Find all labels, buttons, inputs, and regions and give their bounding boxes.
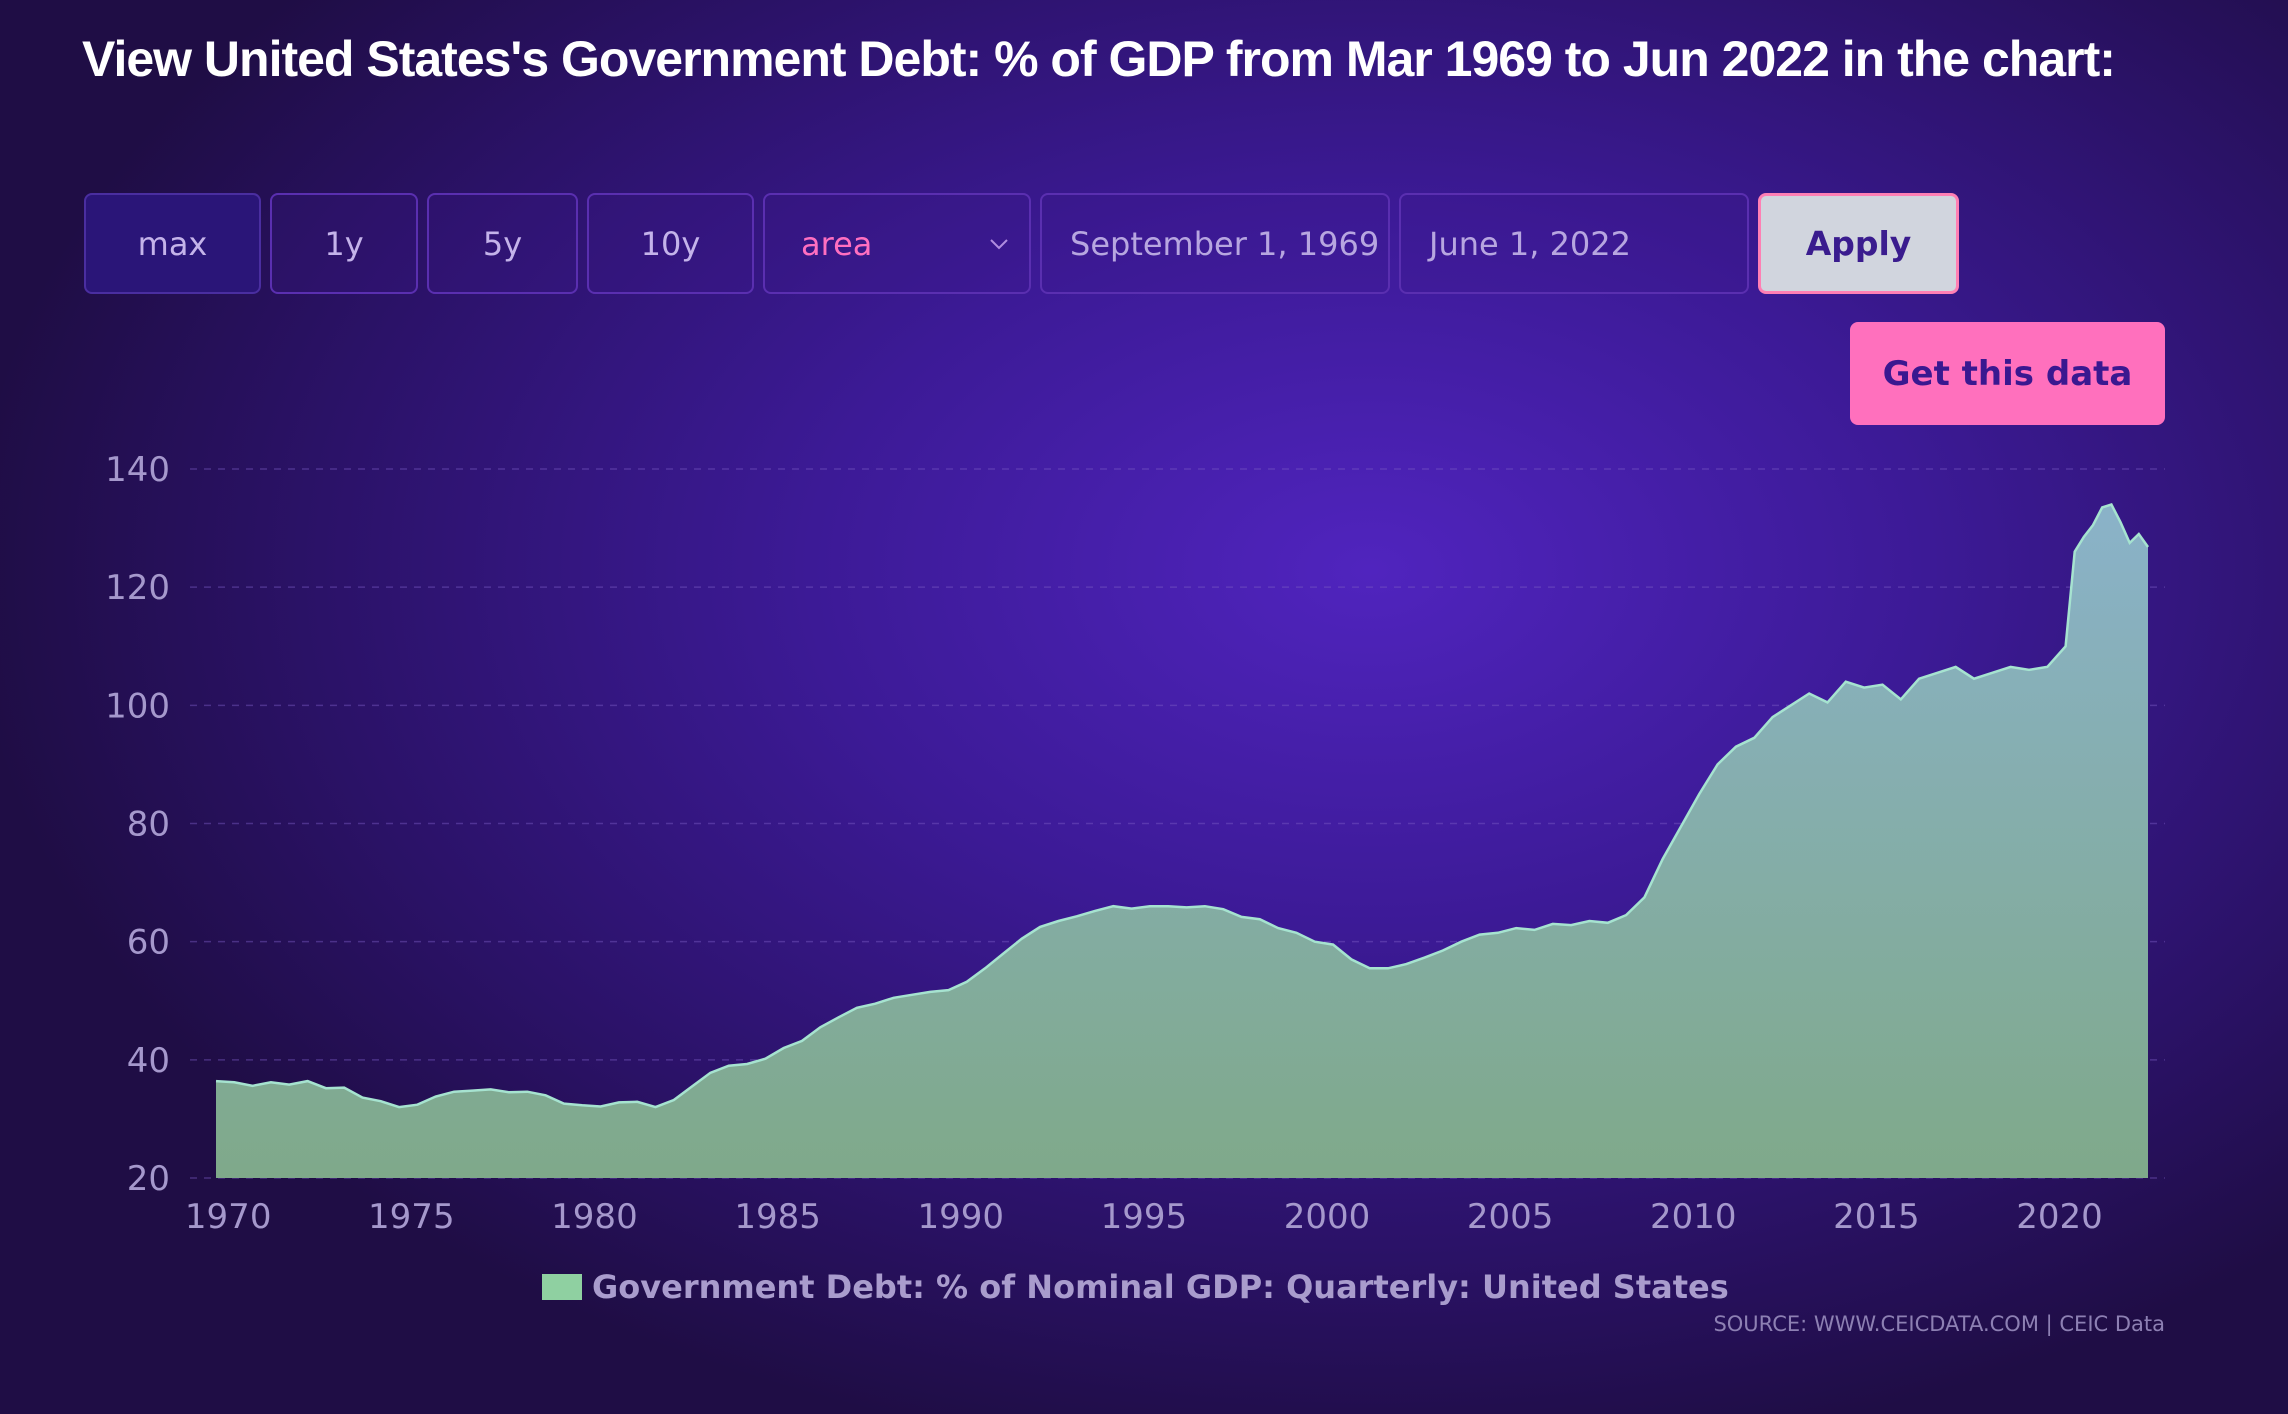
source-credit: SOURCE: WWW.CEICDATA.COM | CEIC Data: [1713, 1312, 2165, 1336]
x-tick-label: 1990: [917, 1197, 1004, 1237]
get-data-button[interactable]: Get this data: [1850, 322, 2165, 425]
x-tick-label: 2000: [1284, 1197, 1371, 1237]
y-tick-label: 100: [105, 686, 170, 726]
x-tick-label: 2005: [1467, 1197, 1554, 1237]
x-tick-label: 1980: [551, 1197, 638, 1237]
apply-button[interactable]: Apply: [1758, 193, 1959, 294]
page-title: View United States's Government Debt: % …: [82, 31, 2116, 87]
x-tick-label: 1995: [1101, 1197, 1188, 1237]
y-tick-label: 140: [105, 450, 170, 490]
x-tick-label: 2010: [1650, 1197, 1737, 1237]
legend-swatch: [542, 1274, 582, 1300]
x-tick-label: 1985: [734, 1197, 821, 1237]
range-10y-button[interactable]: 10y: [587, 193, 754, 294]
y-tick-label: 60: [127, 923, 170, 963]
x-tick-label: 1970: [185, 1197, 272, 1237]
chevron-down-icon: [990, 238, 1008, 249]
x-tick-label: 2020: [2016, 1197, 2103, 1237]
x-tick-label: 2015: [1833, 1197, 1920, 1237]
start-date-input[interactable]: September 1, 1969: [1040, 193, 1390, 294]
range-5y-button[interactable]: 5y: [427, 193, 578, 294]
chart-legend[interactable]: Government Debt: % of Nominal GDP: Quart…: [542, 1268, 1729, 1306]
chart-type-select[interactable]: area: [763, 193, 1031, 294]
y-tick-label: 80: [127, 805, 170, 845]
series-line: [215, 502, 2150, 1109]
x-tick-label: 1975: [368, 1197, 455, 1237]
series-area[interactable]: [216, 504, 2148, 1179]
chart-controls: max 1y 5y 10y area September 1, 1969 Jun…: [84, 193, 1959, 294]
range-1y-button[interactable]: 1y: [270, 193, 418, 294]
legend-label: Government Debt: % of Nominal GDP: Quart…: [592, 1268, 1729, 1306]
y-tick-label: 20: [127, 1159, 170, 1199]
range-max-button[interactable]: max: [84, 193, 261, 294]
chart-type-value: area: [801, 224, 873, 263]
y-tick-label: 40: [127, 1041, 170, 1081]
end-date-input[interactable]: June 1, 2022: [1399, 193, 1749, 294]
y-tick-label: 120: [105, 568, 170, 608]
